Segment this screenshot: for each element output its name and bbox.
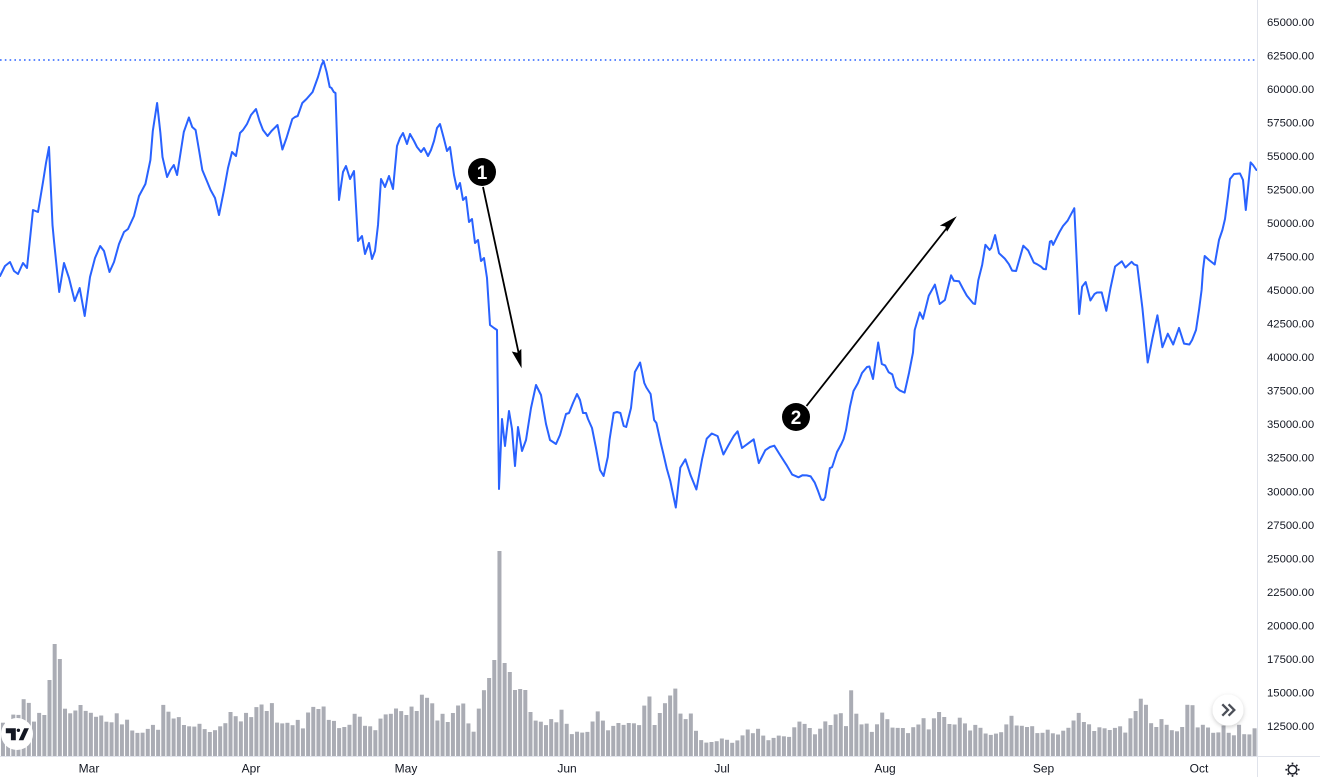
svg-text:47500.00: 47500.00 [1267,252,1314,264]
svg-text:20000.00: 20000.00 [1267,620,1314,632]
svg-text:22500.00: 22500.00 [1267,587,1314,599]
svg-text:40000.00: 40000.00 [1267,352,1314,364]
svg-text:60000.00: 60000.00 [1267,84,1314,96]
svg-text:35000.00: 35000.00 [1267,419,1314,431]
svg-text:65000.00: 65000.00 [1267,17,1314,29]
svg-text:30000.00: 30000.00 [1267,486,1314,498]
svg-text:50000.00: 50000.00 [1267,218,1314,230]
svg-text:55000.00: 55000.00 [1267,151,1314,163]
svg-text:May: May [395,762,418,776]
svg-text:2: 2 [791,408,802,429]
svg-text:17500.00: 17500.00 [1267,654,1314,666]
svg-text:12500.00: 12500.00 [1267,721,1314,733]
svg-text:Aug: Aug [874,762,895,776]
svg-text:62500.00: 62500.00 [1267,51,1314,63]
svg-text:57500.00: 57500.00 [1267,118,1314,130]
svg-text:1: 1 [477,163,488,184]
svg-text:37500.00: 37500.00 [1267,386,1314,398]
svg-text:25000.00: 25000.00 [1267,553,1314,565]
svg-text:52500.00: 52500.00 [1267,185,1314,197]
svg-text:32500.00: 32500.00 [1267,453,1314,465]
svg-text:Oct: Oct [1190,762,1209,776]
svg-text:45000.00: 45000.00 [1267,285,1314,297]
svg-text:15000.00: 15000.00 [1267,687,1314,699]
svg-text:42500.00: 42500.00 [1267,319,1314,331]
svg-text:Sep: Sep [1033,762,1055,776]
svg-text:Jun: Jun [557,762,576,776]
svg-text:Mar: Mar [79,762,100,776]
svg-text:Apr: Apr [242,762,261,776]
svg-text:Jul: Jul [714,762,729,776]
svg-text:27500.00: 27500.00 [1267,520,1314,532]
